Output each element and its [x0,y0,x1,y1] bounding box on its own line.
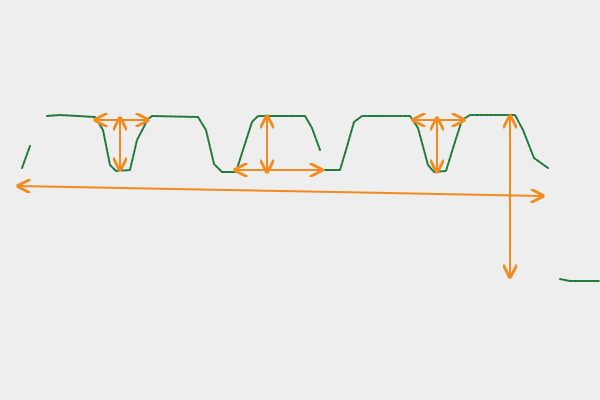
profile-wave [46,114,321,173]
profile-start [21,145,31,169]
dimension-arrows [18,116,543,277]
profile-end [559,278,600,282]
total-length-arrow [18,186,543,196]
